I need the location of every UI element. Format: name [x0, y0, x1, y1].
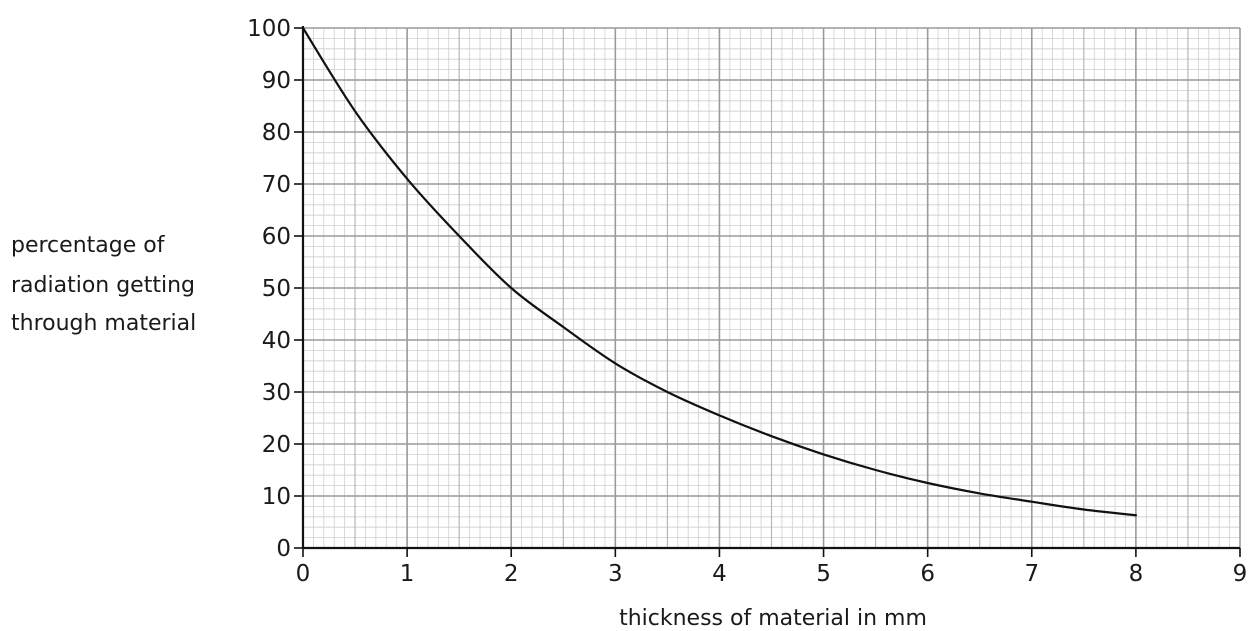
x-tick-label: 6	[920, 561, 935, 587]
x-tick-label: 7	[1024, 561, 1039, 587]
x-tick-label: 8	[1129, 561, 1144, 587]
x-tick-label: 3	[608, 561, 623, 587]
x-tick-label: 1	[400, 561, 415, 587]
y-tick-label: 60	[262, 224, 291, 250]
y-tick-label: 30	[262, 380, 291, 406]
x-tick-label: 0	[296, 561, 311, 587]
x-tick-label: 4	[712, 561, 727, 587]
y-axis-ticks: 0 10 20 30 40 50 60 70 80 90 100	[247, 16, 303, 562]
y-axis-label: percentage of radiation getting through …	[11, 233, 196, 336]
x-tick-label: 2	[504, 561, 519, 587]
y-tick-label: 20	[262, 432, 291, 458]
data-series	[301, 26, 1137, 517]
x-axis-label: thickness of material in mm	[619, 606, 927, 631]
y-tick-label: 50	[262, 276, 291, 302]
y-axis-label-line-3: through material	[11, 311, 196, 336]
y-tick-label: 0	[276, 536, 291, 562]
y-tick-label: 10	[262, 484, 291, 510]
y-axis-label-line-2: radiation getting	[11, 273, 195, 298]
x-axis-ticks: 0 1 2 3 4 5 6 7 8 9	[296, 548, 1248, 587]
y-tick-label: 80	[262, 120, 291, 146]
series-line	[301, 26, 1137, 517]
y-tick-label: 70	[262, 172, 291, 198]
major-grid	[302, 27, 1241, 549]
x-tick-label: 5	[816, 561, 831, 587]
y-tick-label: 100	[247, 16, 291, 42]
x-tick-label: 9	[1233, 561, 1248, 587]
axes	[301, 26, 1240, 550]
y-tick-label: 90	[262, 68, 291, 94]
y-axis-label-line-1: percentage of	[11, 233, 166, 258]
y-tick-label: 40	[262, 328, 291, 354]
